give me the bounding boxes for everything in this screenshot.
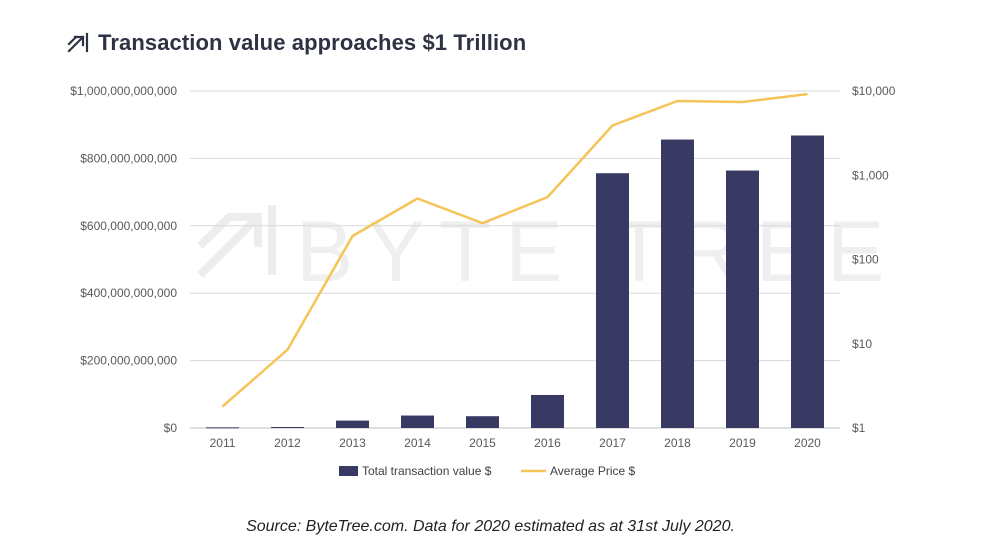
bar [531, 394, 564, 428]
left-axis-tick-label: $400,000,000,000 [80, 286, 177, 300]
right-axis-tick-label: $10,000 [852, 84, 896, 98]
legend-label-line: Average Price $ [550, 464, 635, 478]
x-axis-tick-label: 2015 [469, 436, 496, 450]
left-axis-tick-label: $800,000,000,000 [80, 151, 177, 165]
left-axis-tick-label: $200,000,000,000 [80, 354, 177, 368]
x-axis-tick-label: 2018 [664, 436, 691, 450]
legend-swatch-bar [339, 466, 358, 476]
watermark-text: BYTE TREE [296, 204, 898, 300]
right-axis-tick-label: $1,000 [852, 168, 889, 182]
x-axis-tick-label: 2013 [339, 436, 366, 450]
bar [596, 173, 629, 428]
x-axis-tick-label: 2012 [274, 436, 301, 450]
right-axis-tick-label: $10 [852, 337, 872, 351]
x-axis-tick-label: 2014 [404, 436, 431, 450]
x-axis-tick-label: 2019 [729, 436, 756, 450]
x-axis-tick-label: 2016 [534, 436, 561, 450]
left-axis: $0 $200,000,000,000 $400,000,000,000 $600,0… [70, 84, 177, 435]
x-axis-tick-label: 2020 [794, 436, 821, 450]
left-axis-tick-label: $1,000,000,000,000 [70, 84, 177, 98]
watermark-logo-icon [197, 205, 276, 278]
bar [661, 139, 694, 428]
legend-label-bar: Total transaction value $ [362, 464, 492, 478]
x-axis-tick-label: 2011 [210, 436, 236, 450]
chart-title: Transaction value approaches $1 Trillion [98, 30, 527, 55]
bar [726, 170, 759, 429]
x-axis: 2011 2012 2013 2014 2015 2016 2017 2018 2019 2020 [210, 436, 822, 450]
bar [466, 416, 499, 428]
bar [401, 415, 434, 428]
line-series [221, 92, 808, 408]
right-axis: $1 $10 $100 $1,000 $10,000 [852, 84, 896, 435]
bar [271, 426, 304, 428]
chart-title-row: Transaction value approaches $1 Trillion [66, 30, 526, 56]
left-axis-tick-label: $0 [164, 421, 178, 435]
bar-series [206, 135, 824, 429]
left-axis-tick-label: $600,000,000,000 [80, 219, 177, 233]
legend: Total transaction value $ Average Price $ [339, 464, 635, 478]
watermark: BYTE TREE [197, 204, 898, 300]
x-axis-tick-label: 2017 [599, 436, 626, 450]
watermark-logo-path [197, 205, 276, 278]
right-axis-tick-label: $100 [852, 253, 879, 267]
bar [791, 135, 824, 428]
right-axis-tick-label: $1 [852, 421, 866, 435]
bar [336, 420, 369, 428]
source-note: Source: ByteTree.com. Data for 2020 esti… [246, 518, 735, 535]
bytetree-logo-icon [66, 31, 90, 55]
price-line [221, 92, 808, 408]
bar [206, 427, 239, 429]
